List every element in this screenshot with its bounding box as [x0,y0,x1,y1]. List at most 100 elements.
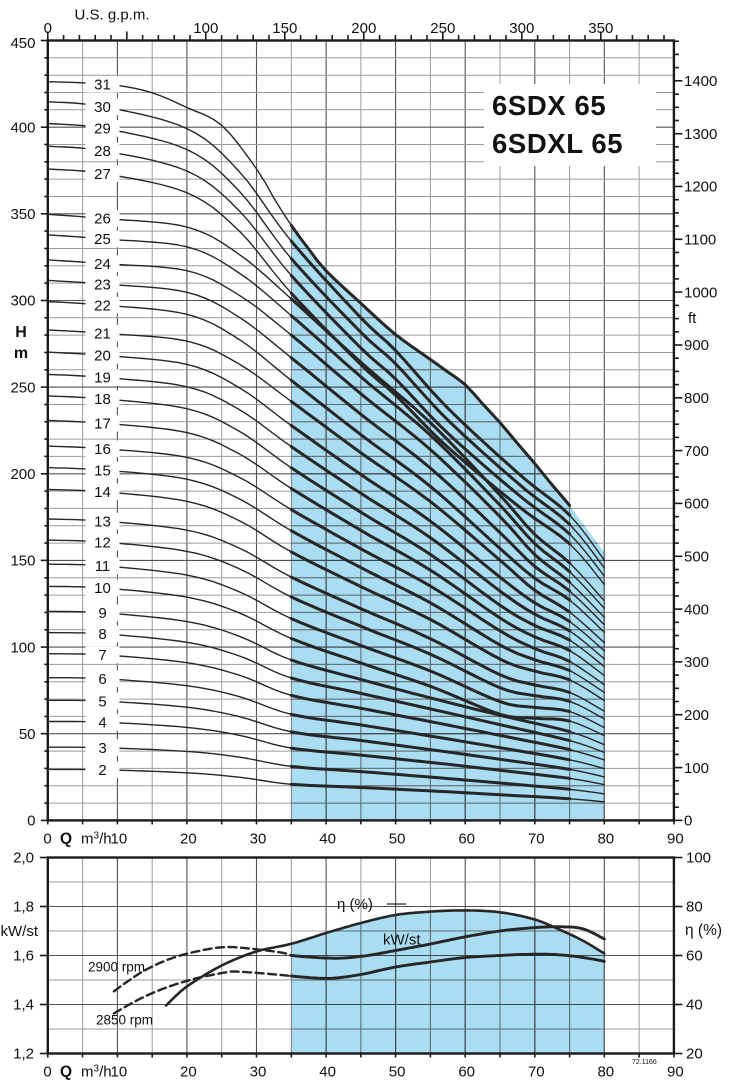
svg-text:m3/h: m3/h [81,1064,112,1081]
svg-text:900: 900 [684,337,709,354]
svg-text:7: 7 [98,647,106,664]
svg-text:6SDX 65: 6SDX 65 [492,90,606,121]
svg-text:0: 0 [43,1064,51,1081]
svg-text:23: 23 [94,276,111,293]
svg-text:600: 600 [684,496,709,513]
svg-text:350: 350 [10,206,35,223]
svg-text:8: 8 [98,626,106,643]
svg-text:30: 30 [250,831,267,848]
svg-text:60: 60 [458,831,475,848]
svg-text:40: 40 [319,831,336,848]
svg-text:31: 31 [94,77,111,94]
svg-text:80: 80 [686,899,703,916]
svg-text:12: 12 [94,534,111,551]
svg-text:72.1166: 72.1166 [632,1059,657,1066]
svg-text:28: 28 [94,143,111,160]
svg-text:400: 400 [10,119,35,136]
svg-text:1400: 1400 [684,73,717,90]
svg-text:1,2: 1,2 [13,1046,34,1063]
svg-text:Q: Q [60,831,72,848]
svg-text:20: 20 [686,1046,703,1063]
svg-text:90: 90 [667,1064,684,1081]
svg-text:9: 9 [98,605,106,622]
svg-text:6: 6 [98,671,106,688]
svg-text:27: 27 [94,166,111,183]
svg-text:250: 250 [10,379,35,396]
svg-text:300: 300 [509,20,534,37]
svg-text:20: 20 [180,831,197,848]
svg-text:200: 200 [351,20,376,37]
svg-text:500: 500 [684,549,709,566]
svg-text:kW/st: kW/st [1,923,39,940]
svg-text:200: 200 [684,707,709,724]
svg-text:100: 100 [10,639,35,656]
svg-text:ft: ft [688,310,697,327]
svg-text:26: 26 [94,211,111,228]
svg-text:U.S. g.p.m.: U.S. g.p.m. [74,7,149,24]
svg-text:1000: 1000 [684,284,717,301]
svg-text:50: 50 [19,726,36,743]
svg-text:25: 25 [94,231,111,248]
svg-text:1200: 1200 [684,179,717,196]
svg-text:800: 800 [684,390,709,407]
svg-text:m: m [14,345,28,362]
svg-text:300: 300 [684,654,709,671]
svg-text:11: 11 [95,558,111,575]
svg-text:29: 29 [94,121,111,138]
svg-text:1,6: 1,6 [13,948,34,965]
svg-text:6SDXL 65: 6SDXL 65 [492,128,623,159]
svg-text:400: 400 [684,601,709,618]
svg-text:40: 40 [686,997,703,1014]
svg-text:3: 3 [98,740,106,757]
svg-text:13: 13 [94,513,111,530]
svg-text:m3/h: m3/h [81,831,112,848]
svg-text:100: 100 [193,20,218,37]
svg-text:η (%): η (%) [337,896,373,913]
svg-text:20: 20 [94,348,111,365]
svg-text:10: 10 [111,831,128,848]
svg-text:60: 60 [458,1064,475,1081]
svg-text:2900 rpm: 2900 rpm [88,960,145,975]
svg-text:5: 5 [98,693,106,710]
svg-text:1,4: 1,4 [13,997,34,1014]
svg-text:10: 10 [94,580,111,597]
svg-text:30: 30 [250,1064,267,1081]
svg-text:450: 450 [10,35,35,52]
svg-text:70: 70 [528,831,545,848]
svg-text:18: 18 [94,391,111,408]
svg-text:700: 700 [684,443,709,460]
svg-text:0: 0 [684,813,692,830]
svg-text:Q: Q [60,1064,72,1081]
svg-text:15: 15 [94,462,111,479]
svg-text:50: 50 [389,831,406,848]
svg-text:80: 80 [597,1064,614,1081]
svg-text:η (%): η (%) [685,922,722,939]
svg-text:0: 0 [27,813,35,830]
svg-text:300: 300 [10,293,35,310]
svg-text:150: 150 [10,553,35,570]
svg-text:150: 150 [272,20,297,37]
svg-text:100: 100 [684,760,709,777]
svg-text:350: 350 [588,20,613,37]
svg-text:1300: 1300 [684,126,717,143]
svg-text:kW/st: kW/st [383,932,421,949]
svg-text:19: 19 [94,370,111,387]
svg-text:2,0: 2,0 [13,850,34,867]
svg-text:1,8: 1,8 [13,899,34,916]
svg-text:4: 4 [98,714,106,731]
svg-text:30: 30 [94,99,111,116]
svg-text:H: H [15,324,27,341]
svg-text:21: 21 [94,326,111,343]
svg-text:60: 60 [686,948,703,965]
svg-text:20: 20 [180,1064,197,1081]
svg-text:70: 70 [528,1064,545,1081]
svg-text:24: 24 [94,256,111,273]
svg-text:22: 22 [94,297,111,314]
svg-text:16: 16 [94,441,111,458]
svg-text:14: 14 [94,484,111,501]
svg-text:50: 50 [389,1064,406,1081]
svg-text:250: 250 [430,20,455,37]
svg-text:17: 17 [94,416,111,433]
svg-text:80: 80 [597,831,614,848]
svg-text:1100: 1100 [684,232,716,249]
